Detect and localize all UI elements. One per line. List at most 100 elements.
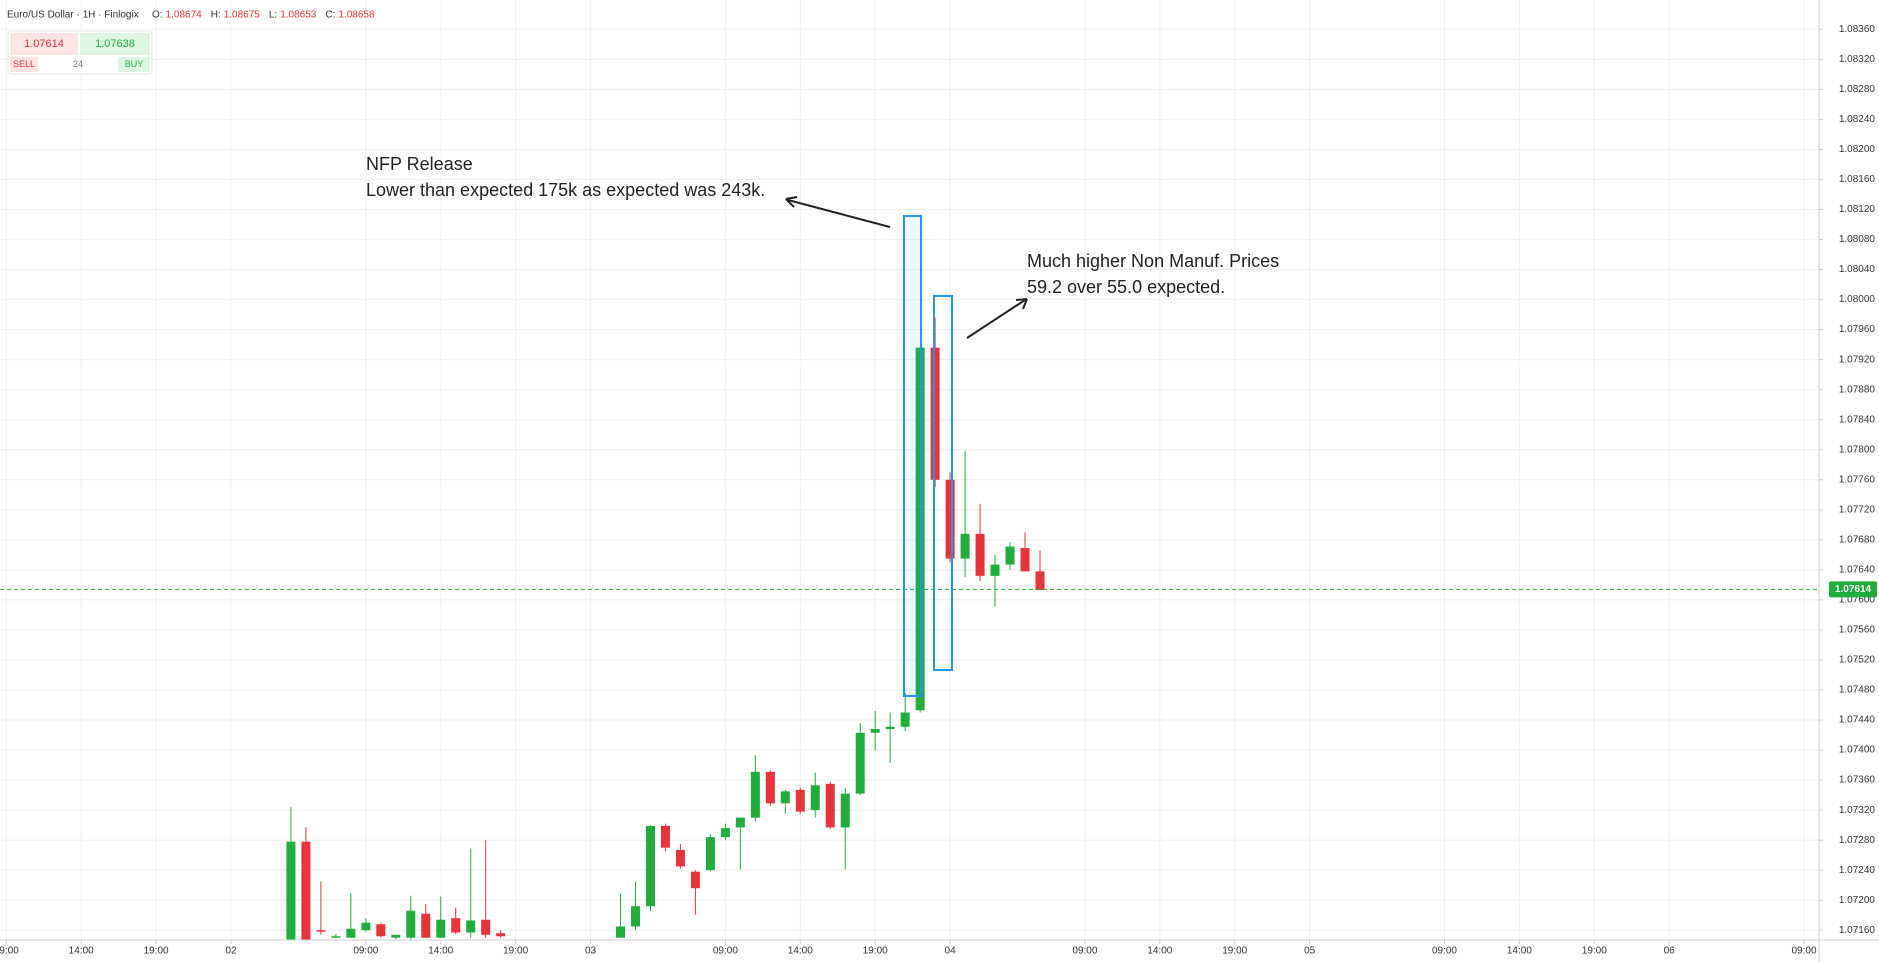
axes: 1.07160 1.07200 1.07240 1.07280 1.07320 1.073… [0,24,1877,957]
candle-body [855,732,865,794]
candle-body [406,910,416,938]
x-tick-label: 14:00 [428,946,453,957]
current-price-label: 1.07614 [1835,584,1872,595]
ohlc-key: L: [269,10,277,21]
candle-body [316,930,326,932]
x-tick-label: 14:00 [69,946,94,957]
candle-body [825,783,835,828]
x-tick-label: 03 [585,946,597,957]
grid [0,0,1819,940]
y-tick-label: 1.08040 [1839,264,1876,275]
candle-body [690,871,700,889]
current-price-box [1829,581,1877,598]
candle-body [960,533,970,559]
y-tick-label: 1.07720 [1839,504,1876,515]
y-tick-label: 1.07480 [1839,685,1876,696]
y-tick-label: 1.07600 [1839,595,1876,606]
y-tick-label: 1.07760 [1839,474,1876,485]
candle-body [331,936,341,938]
candle-body [930,347,940,480]
x-tick-label: 05 [1304,946,1316,957]
candle-body [421,913,431,938]
candle-body [286,841,296,940]
y-tick-label: 1.07160 [1839,925,1876,936]
y-tick-label: 1.07960 [1839,324,1876,335]
candle-body [376,924,386,937]
candle-body [481,919,491,935]
x-tick-label: 09:00 [713,946,738,957]
candle-body [870,729,880,733]
x-tick-label: 09:00 [0,946,19,957]
buy-price: 1.07638 [95,38,135,50]
y-tick-label: 1.07280 [1839,835,1876,846]
x-tick-label: 19:00 [503,946,528,957]
candle-body [840,793,850,828]
y-tick-label: 1.08320 [1839,54,1876,65]
sell-price: 1.07614 [24,38,64,50]
candle-body [765,771,775,804]
y-tick-label: 1.08280 [1839,84,1876,95]
candle-body [436,919,446,938]
candle-body [660,825,670,848]
x-tick-label: 19:00 [863,946,888,957]
buy-label[interactable]: BUY [125,59,144,69]
y-tick-label: 1.08360 [1839,24,1876,35]
symbol-title: Euro/US Dollar · 1H · Finlogix [7,10,139,21]
y-tick-label: 1.07200 [1839,895,1876,906]
candle-body [1035,571,1045,591]
y-tick-label: 1.08160 [1839,174,1876,185]
arrow-head [785,196,798,208]
annotation: Much higher Non Manuf. Prices [1027,251,1279,271]
arrow [966,299,1026,339]
y-tick-label: 1.08240 [1839,114,1876,125]
candle-body [1020,548,1030,572]
y-tick-label: 1.07880 [1839,384,1876,395]
ohlc-value: 1.08653 [280,10,317,21]
ohlc-key: H: [211,10,221,21]
x-tick-label: 14:00 [788,946,813,957]
annotation: NFP Release [366,154,473,174]
ohlc-value: 1.08674 [166,10,203,21]
ohlc: O: 1.08674 H: 1.08675 L: 1.08653 C: 1.08658 [152,10,375,21]
x-tick-label: 14:00 [1507,946,1532,957]
candle-body [720,828,730,838]
y-tick-label: 1.08080 [1839,234,1876,245]
sell-box[interactable] [10,33,78,55]
candle-body [780,791,790,804]
y-tick-label: 1.07680 [1839,534,1876,545]
y-tick-label: 1.07800 [1839,444,1876,455]
sell-label[interactable]: SELL [13,59,35,69]
ohlc-value: 1.08675 [224,10,261,21]
buy-button[interactable] [118,57,150,72]
x-tick-label: 06 [1664,946,1676,957]
y-tick-label: 1.07400 [1839,745,1876,756]
candle-body [346,928,356,938]
x-tick-label: 19:00 [144,946,169,957]
y-tick-label: 1.08000 [1839,294,1876,305]
candle-body [616,926,626,938]
candle-body [466,920,476,933]
y-tick-label: 1.08120 [1839,204,1876,215]
candle-body [795,789,805,812]
buy-box[interactable] [80,33,150,55]
y-tick-label: 1.07440 [1839,715,1876,726]
x-tick-label: 02 [225,946,237,957]
annotation: 59.2 over 55.0 expected. [1027,277,1225,297]
sell-button[interactable] [10,57,38,72]
candle-body [750,771,760,818]
y-tick-label: 1.07920 [1839,354,1876,365]
candle-body [496,933,506,937]
x-tick-label: 09:00 [1432,946,1457,957]
y-tick-label: 1.07520 [1839,655,1876,666]
y-tick-label: 1.07320 [1839,805,1876,816]
highlight-box [933,295,953,671]
candle-body [451,918,461,933]
candle-body [975,533,985,576]
annotation: Lower than expected 175k as expected was… [366,180,765,200]
candle-body [391,934,401,938]
candle-body [990,564,1000,576]
y-tick-label: 1.07560 [1839,625,1876,636]
y-tick-label: 1.07360 [1839,775,1876,786]
